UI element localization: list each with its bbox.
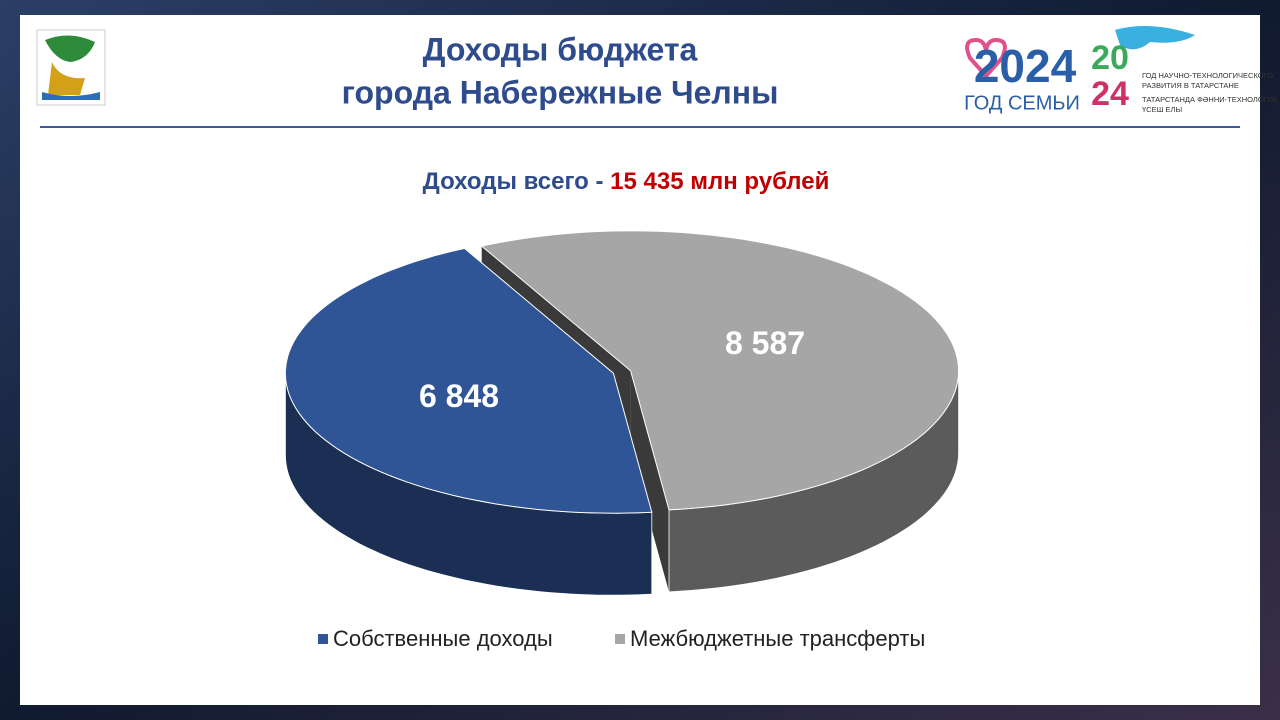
legend-label: Собственные доходы xyxy=(333,626,553,651)
subtitle: Доходы всего - 15 435 млн рублей xyxy=(423,168,830,195)
value-label: 6 848 xyxy=(419,378,499,414)
logo-science-bottom: 24 xyxy=(1091,75,1129,113)
subtitle-total: 15 435 млн рублей xyxy=(610,168,829,195)
value-label: 8 587 xyxy=(725,325,805,361)
city-emblem xyxy=(36,29,106,106)
pie-chart: 6 848 8 587 Собственные доходы Межбюджетные… xyxy=(284,230,960,651)
logo-science-line: ҮСЕШ ЕЛЫ xyxy=(1142,105,1182,114)
legend-swatch xyxy=(615,634,625,644)
logo-science-line: ТАТАРСТАНДА ФӘННИ-ТЕХНОЛОГИК xyxy=(1142,95,1278,104)
pie-slice xyxy=(480,230,960,511)
legend-swatch xyxy=(318,634,328,644)
title-line: Доходы бюджета xyxy=(423,31,698,67)
logo-family: ГОД СЕМЬИ xyxy=(964,92,1080,114)
logo-year: 2024 xyxy=(974,40,1077,92)
subtitle-prefix: Доходы всего - xyxy=(423,168,604,195)
pie-slice xyxy=(284,247,653,514)
logo-science-line: ГОД НАУЧНО-ТЕХНОЛОГИЧЕСКОГО xyxy=(1142,71,1273,80)
title-line: города Набережные Челны xyxy=(342,74,779,110)
year-logo: 2024 ГОД СЕМЬИ 20 24 ГОД НАУЧНО-ТЕХНОЛОГ… xyxy=(964,26,1278,114)
logo-science-top: 20 xyxy=(1091,39,1129,77)
legend-label: Межбюджетные трансферты xyxy=(630,626,925,651)
logo-science-line: РАЗВИТИЯ В ТАТАРСТАНЕ xyxy=(1142,81,1239,90)
pie-cut-face xyxy=(630,370,669,592)
